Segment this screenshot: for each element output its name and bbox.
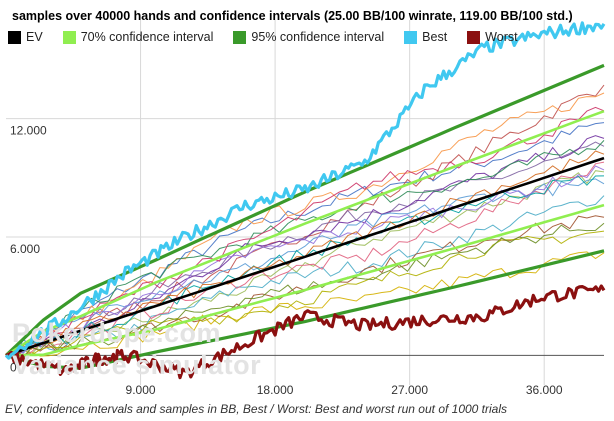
legend-label-ev: EV xyxy=(26,30,43,44)
watermark-line-2: Variance simulator xyxy=(12,350,262,380)
y-tick-label: 12.000 xyxy=(10,124,47,138)
series-line-best xyxy=(4,21,606,360)
x-tick-label: 9.000 xyxy=(126,383,156,397)
legend-swatch-ev xyxy=(8,30,21,44)
sample-run-line xyxy=(5,251,605,357)
sample-run-line xyxy=(5,178,605,356)
series-lines-layer xyxy=(4,21,606,380)
sample-run-line xyxy=(5,122,605,359)
tick-labels-layer: 9.000 18.000 27.000 36.000 0 6.000 12.000 xyxy=(10,124,563,397)
legend-label-best: Best xyxy=(422,30,448,44)
sample-run-line xyxy=(5,84,605,356)
legend-item-95-ci[interactable]: 95% confidence interval xyxy=(233,30,384,44)
sample-run-line xyxy=(5,141,605,356)
legend-label-70-ci: 70% confidence interval xyxy=(80,30,214,44)
sample-run-line xyxy=(5,140,605,356)
y-tick-label: 6.000 xyxy=(10,242,40,256)
series-line-95-confidence-interval xyxy=(4,63,605,357)
chart-title: samples over 40000 hands and confidence … xyxy=(12,9,573,23)
watermark-line-1: Pokerdope.com xyxy=(12,318,222,348)
legend-item-70-ci[interactable]: 70% confidence interval xyxy=(62,30,214,44)
legend-item-worst[interactable]: Worst xyxy=(467,30,518,44)
legend-label-95-ci: 95% confidence interval xyxy=(251,30,385,44)
x-tick-label: 27.000 xyxy=(391,383,428,397)
series-line-ev xyxy=(5,156,605,357)
legend-item-best[interactable]: Best xyxy=(404,30,447,44)
legend-swatch-best xyxy=(404,30,418,44)
chart-frame: 9.000 18.000 27.000 36.000 0 6.000 12.000 Poke… xyxy=(4,9,606,397)
x-tick-label: 18.000 xyxy=(257,383,294,397)
legend-swatch-70-ci xyxy=(62,30,76,44)
legend-swatch-95-ci xyxy=(233,30,247,44)
y-tick-label: 0 xyxy=(10,360,17,374)
chart-plot: 9.000 18.000 27.000 36.000 0 6.000 12.000 xyxy=(4,20,606,397)
legend-item-ev[interactable]: EV xyxy=(8,30,43,44)
x-tick-label: 36.000 xyxy=(526,383,563,397)
legend-swatch-worst xyxy=(467,30,481,44)
chart-caption: EV, confidence intervals and samples in … xyxy=(5,402,508,416)
legend-label-worst: Worst xyxy=(485,30,518,44)
series-line-worst xyxy=(5,284,606,380)
legend: EV 70% confidence interval 95% confidenc… xyxy=(8,30,538,44)
series-line-70-confidence-interval xyxy=(5,203,605,357)
